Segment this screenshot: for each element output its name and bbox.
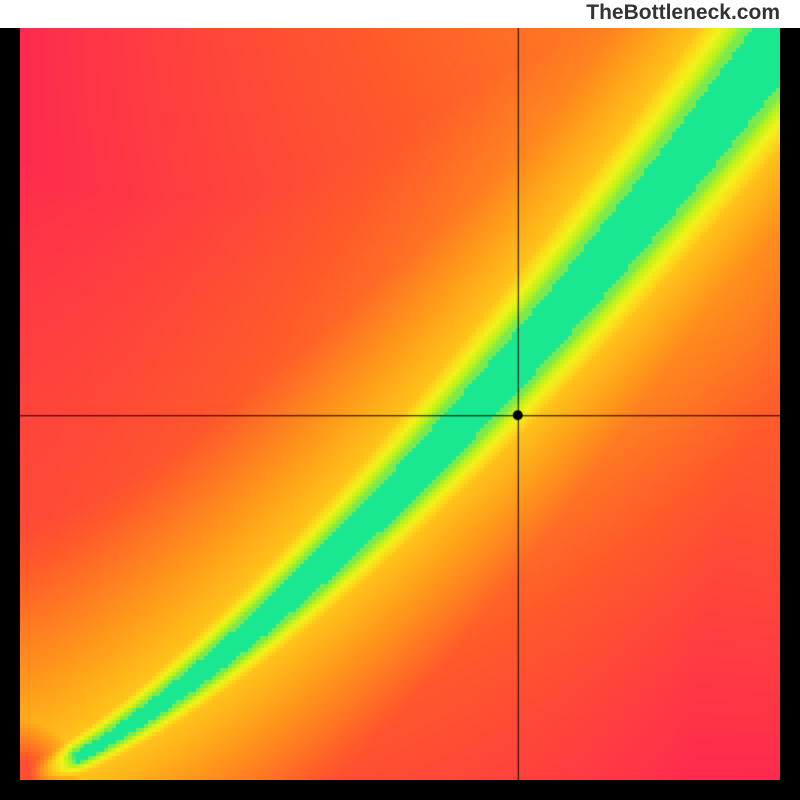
attribution-text: TheBottleneck.com bbox=[0, 0, 800, 28]
heatmap-canvas bbox=[20, 28, 780, 780]
heatmap-plot bbox=[20, 28, 780, 780]
